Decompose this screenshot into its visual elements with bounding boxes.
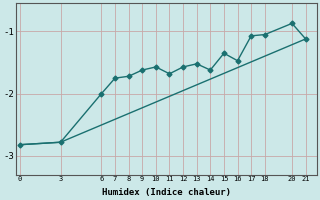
X-axis label: Humidex (Indice chaleur): Humidex (Indice chaleur) bbox=[101, 188, 231, 197]
